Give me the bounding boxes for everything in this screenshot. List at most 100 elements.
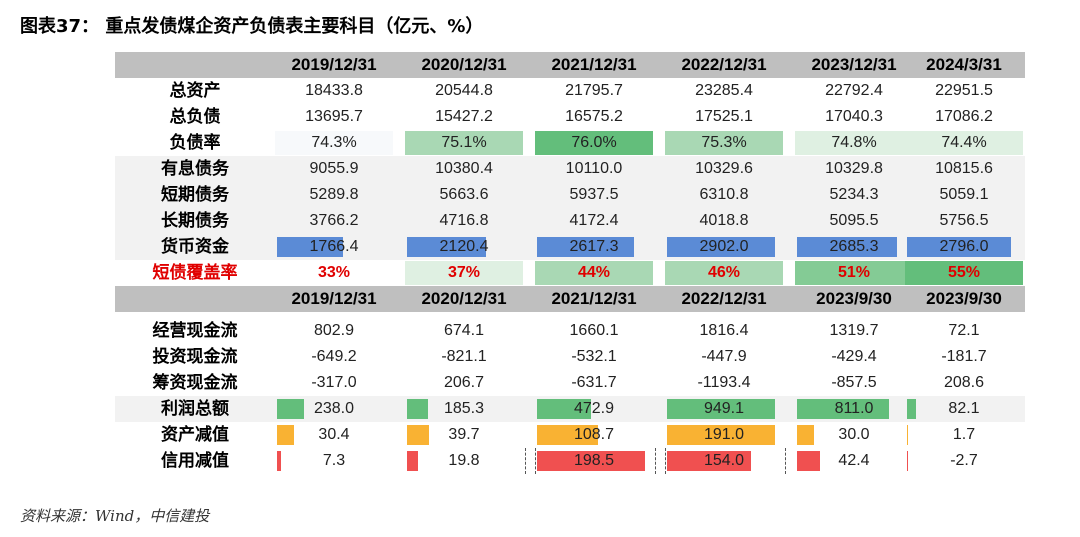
data-bar — [667, 451, 751, 471]
credit-impairment-row: 信用减值 7.3 19.8 198.5 154.0 42.4 -2.7 — [115, 448, 1025, 474]
value-text: 74.8% — [831, 134, 877, 151]
row-label: 总负债 — [169, 107, 221, 127]
value-text: 18433.8 — [305, 82, 363, 99]
value-cell: 2617.3 — [535, 234, 653, 260]
value-text: 55% — [947, 264, 981, 281]
data-bar — [537, 237, 634, 257]
value-text: 4172.4 — [569, 212, 619, 229]
table-row: 经营现金流 802.9 674.1 1660.1 1816.4 1319.7 72.1 — [115, 318, 1025, 344]
value-cell: 185.3 — [405, 396, 523, 422]
data-bar — [407, 237, 486, 257]
data-bar — [907, 399, 916, 419]
value-text: 39.7 — [448, 426, 480, 443]
value-text: 1816.4 — [699, 322, 749, 339]
data-bar — [667, 425, 775, 445]
column-header: 2022/12/31 — [681, 55, 767, 74]
data-bar — [797, 425, 814, 445]
table-row: 总资产 18433.8 20544.8 21795.7 23285.4 22792.4 22… — [115, 78, 1025, 104]
value-text: 22951.5 — [935, 82, 993, 99]
value-cell: 30.4 — [275, 422, 393, 448]
value-text: 10329.6 — [695, 160, 753, 177]
row-label: 筹资现金流 — [152, 373, 238, 393]
value-cell: 72.1 — [905, 318, 1023, 344]
value-text: 5095.5 — [829, 212, 879, 229]
value-cell: 5234.3 — [795, 182, 913, 208]
value-text: 75.3% — [701, 134, 747, 151]
value-text: 10110.0 — [565, 160, 623, 177]
value-cell: 74.8% — [795, 130, 913, 156]
value-cell: 5095.5 — [795, 208, 913, 234]
value-cell: 1.7 — [905, 422, 1023, 448]
column-header: 2019/12/31 — [291, 55, 377, 74]
value-text: 949.1 — [703, 400, 745, 417]
value-cell: 1660.1 — [535, 318, 653, 344]
data-bar — [537, 451, 645, 471]
data-bar — [407, 451, 418, 471]
row-label: 有息债务 — [161, 159, 229, 179]
value-cell: 19.8 — [405, 448, 523, 474]
row-label: 货币资金 — [161, 237, 229, 257]
value-cell: 7.3 — [275, 448, 393, 474]
heat-fill — [405, 261, 523, 285]
value-text: -429.4 — [831, 348, 877, 365]
value-text: 82.1 — [948, 400, 980, 417]
value-cell: 191.0 — [665, 422, 783, 448]
value-cell: -1193.4 — [665, 370, 783, 396]
data-bar — [907, 425, 908, 445]
table-row: 短期债务 5289.8 5663.6 5937.5 6310.8 5234.3 5059.1 — [115, 182, 1025, 208]
column-header: 2023/12/31 — [811, 55, 897, 74]
value-cell: 5756.5 — [905, 208, 1023, 234]
value-text: 191.0 — [703, 426, 745, 443]
value-cell: 22951.5 — [905, 78, 1023, 104]
asset-impairment-row: 资产减值 30.4 39.7 108.7 191.0 30.0 1.7 — [115, 422, 1025, 448]
value-text: 21795.7 — [565, 82, 623, 99]
value-cell: 74.3% — [275, 130, 393, 156]
value-cell: 55% — [905, 260, 1023, 286]
heat-fill — [905, 131, 1023, 155]
value-cell: 10815.6 — [905, 156, 1023, 182]
data-bar — [407, 425, 429, 445]
value-text: 206.7 — [443, 374, 485, 391]
value-text: 1319.7 — [829, 322, 879, 339]
data-bar — [797, 237, 897, 257]
value-cell: 5663.6 — [405, 182, 523, 208]
value-text: 72.1 — [948, 322, 980, 339]
value-text: 1766.4 — [309, 238, 359, 255]
value-cell: 17086.2 — [905, 104, 1023, 130]
column-divider — [525, 448, 526, 474]
value-cell: 5289.8 — [275, 182, 393, 208]
column-header: 2019/12/31 — [291, 289, 377, 308]
value-text: 2796.0 — [939, 238, 989, 255]
value-cell: 74.4% — [905, 130, 1023, 156]
value-cell: 2685.3 — [795, 234, 913, 260]
value-text: 17040.3 — [825, 108, 883, 125]
page-title: 图表37： 重点发债煤企资产负债表主要科目（亿元、%） — [20, 16, 484, 37]
value-text: -821.1 — [441, 348, 487, 365]
value-text: 19.8 — [448, 452, 480, 469]
value-text: 1660.1 — [569, 322, 619, 339]
column-header: 2021/12/31 — [551, 55, 637, 74]
heat-fill — [795, 261, 913, 285]
value-text: 108.7 — [573, 426, 615, 443]
value-cell: -532.1 — [535, 344, 653, 370]
value-cell: 30.0 — [795, 422, 913, 448]
value-cell: -821.1 — [405, 344, 523, 370]
heat-fill — [665, 131, 783, 155]
data-bar — [537, 425, 598, 445]
value-text: 33% — [317, 264, 351, 281]
value-text: 5756.5 — [939, 212, 989, 229]
column-header: 2023/9/30 — [816, 289, 892, 308]
value-cell: 51% — [795, 260, 913, 286]
value-cell: 16575.2 — [535, 104, 653, 130]
value-text: 9055.9 — [309, 160, 359, 177]
column-divider — [535, 448, 536, 474]
value-cell: 33% — [275, 260, 393, 286]
data-bar — [907, 237, 1011, 257]
value-cell: 198.5 — [535, 448, 653, 474]
data-bar — [537, 399, 591, 419]
value-text: 6310.8 — [699, 186, 749, 203]
debt-ratio-row: 负债率 74.3% 75.1% 76.0% 75.3% 74.8% 74.4% — [115, 130, 1025, 156]
value-cell: 802.9 — [275, 318, 393, 344]
column-header: 2020/12/31 — [421, 289, 507, 308]
value-cell: 10380.4 — [405, 156, 523, 182]
